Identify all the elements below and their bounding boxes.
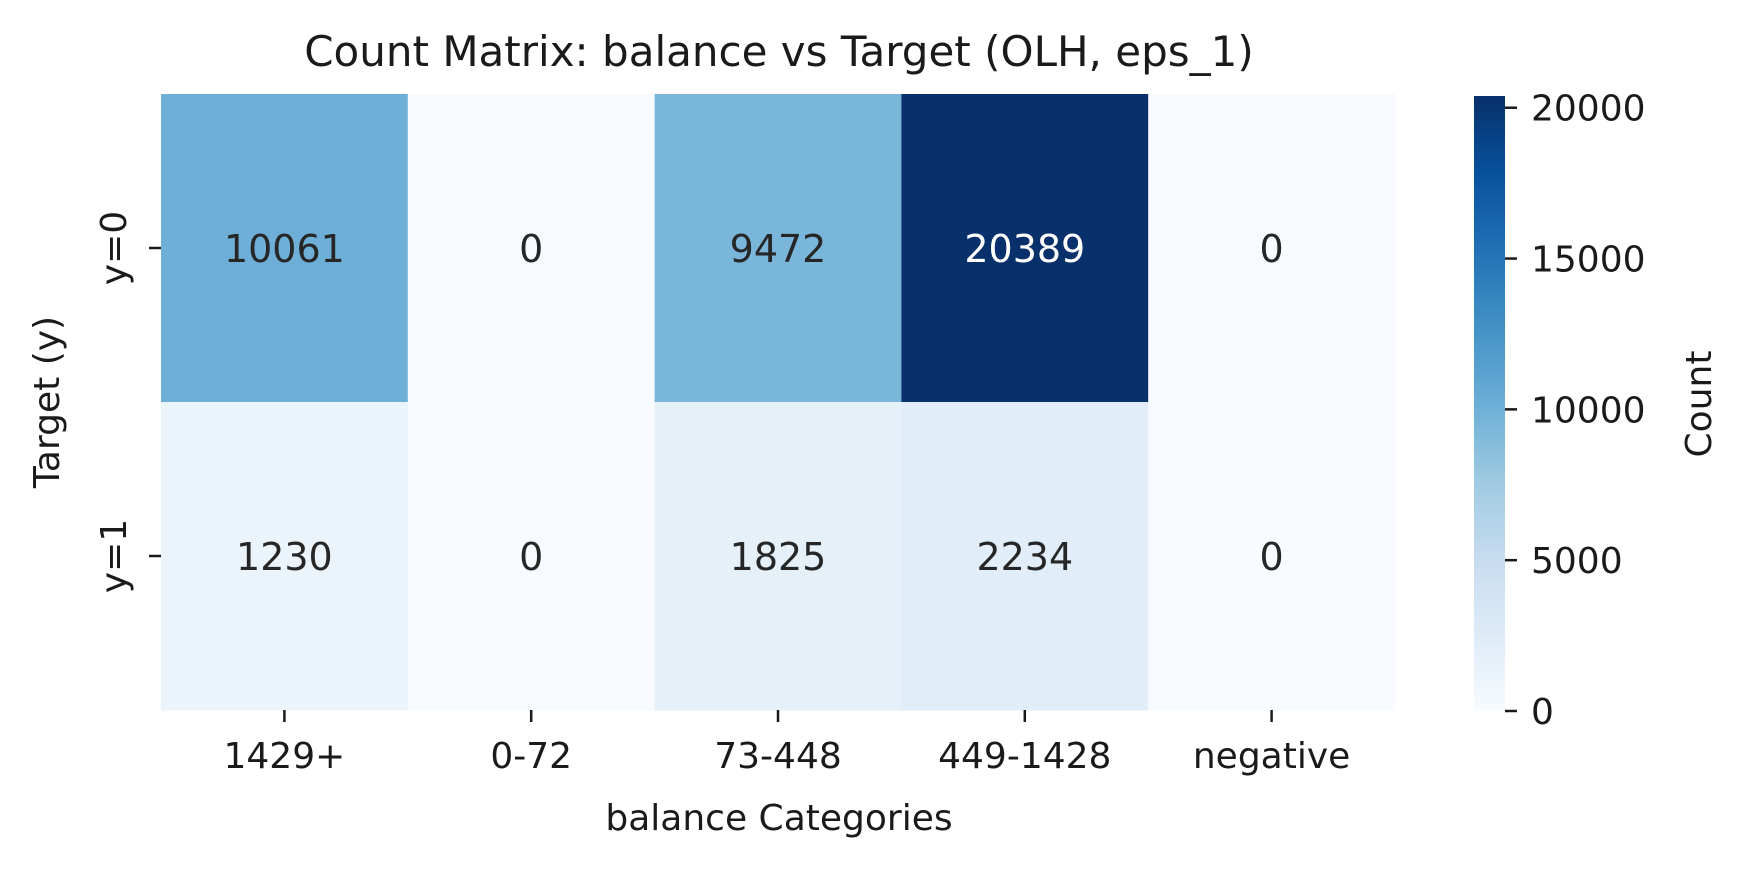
cell-value-label: 1230	[236, 535, 333, 579]
cell-value-label: 10061	[224, 227, 345, 271]
colorbar-label: Count	[1679, 351, 1720, 458]
heatmap-cell	[901, 94, 1149, 403]
y-axis-label: Target (y)	[27, 316, 68, 489]
x-axis: 1429+ 0-72 73-448 449-1428 negative	[224, 710, 1350, 777]
colorbar	[1474, 96, 1505, 711]
heatmap-cell	[654, 94, 902, 403]
cell-value-label: 0	[519, 227, 543, 271]
chart-title: Count Matrix: balance vs Target (OLH, ep…	[304, 27, 1254, 76]
heatmap-cell	[901, 402, 1149, 711]
cell-value-label: 9472	[730, 227, 827, 271]
heatmap-cell	[407, 402, 656, 711]
cell-value-label: 0	[1260, 227, 1284, 271]
colorbar-tick-label: 20000	[1531, 89, 1646, 130]
heatmap-cell	[654, 402, 902, 711]
cell-value-label: 0	[519, 535, 543, 579]
cell-value-label: 20389	[964, 227, 1085, 271]
colorbar-tick-label: 0	[1531, 692, 1554, 733]
y-axis: y=0 y=1	[94, 211, 161, 593]
y-tick-label: y=0	[94, 211, 135, 285]
y-tick-label: y=1	[94, 519, 135, 593]
x-tick-label: 73-448	[714, 736, 842, 777]
colorbar-ticks: 0 5000 10000 15000 20000	[1505, 89, 1646, 733]
colorbar-tick-label: 5000	[1531, 541, 1623, 582]
cell-value-label: 2234	[976, 535, 1073, 579]
heatmap-cell	[407, 94, 656, 403]
heatmap-cell	[1148, 94, 1396, 403]
cell-value-label: 0	[1260, 535, 1284, 579]
heatmap-cell	[1148, 402, 1396, 711]
cell-value-label: 1825	[730, 535, 827, 579]
x-tick-label: 1429+	[224, 736, 346, 777]
heatmap-cell	[161, 94, 409, 403]
heatmap-cell	[161, 402, 409, 711]
heatmap-cells	[161, 94, 1396, 711]
x-tick-label: 0-72	[490, 736, 572, 777]
colorbar-tick-label: 10000	[1531, 390, 1646, 431]
heatmap-cell-labels: 10061 0 9472 20389 0 1230 0 1825 2234 0	[224, 227, 1284, 579]
x-axis-label: balance Categories	[605, 798, 952, 839]
x-tick-label: negative	[1193, 736, 1350, 777]
colorbar-tick-label: 15000	[1531, 240, 1646, 281]
x-tick-label: 449-1428	[938, 736, 1111, 777]
